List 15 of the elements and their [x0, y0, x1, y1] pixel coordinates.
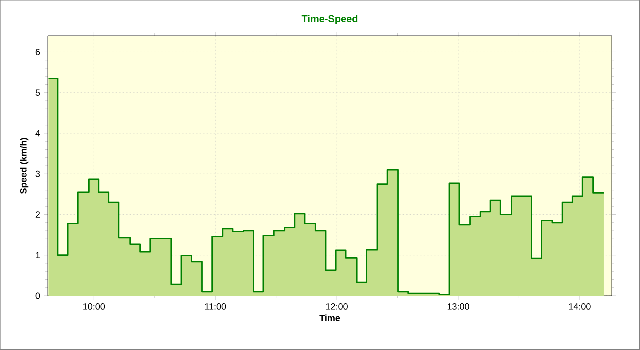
y-tick-label: 1 [36, 252, 40, 258]
y-tick-label: 6 [36, 49, 40, 56]
chart-title: Time-Speed [302, 15, 358, 24]
x-tick-label: 13:00 [448, 304, 470, 310]
x-tick-label: 12:00 [326, 304, 348, 310]
x-tick-label: 14:00 [569, 304, 591, 310]
y-tick-label: 3 [36, 170, 40, 178]
x-axis-title: Time [320, 314, 340, 322]
x-tick-label: 10:00 [84, 304, 106, 310]
y-tick-label: 4 [36, 130, 40, 137]
y-tick-label: 0 [36, 292, 40, 300]
x-tick-label: 11:00 [205, 304, 226, 310]
y-axis-title: Speed (km/h) [20, 138, 29, 194]
y-tick-label: 2 [36, 212, 40, 218]
y-tick-label: 5 [36, 90, 40, 96]
